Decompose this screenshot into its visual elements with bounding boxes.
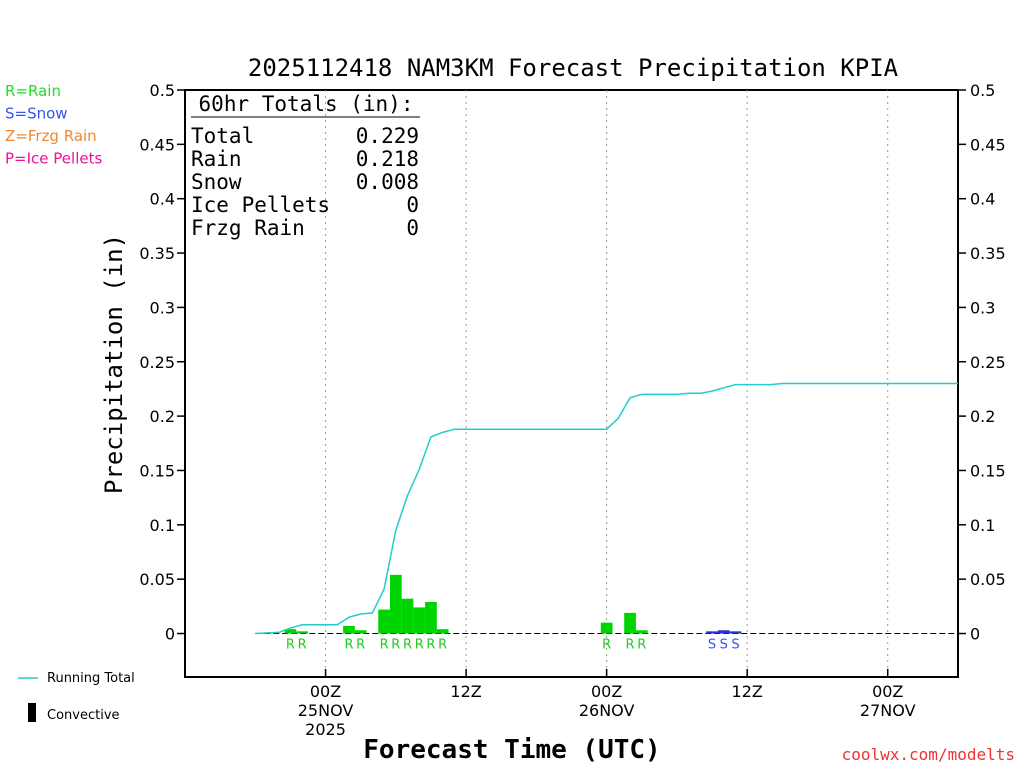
totals-label-3: Ice Pellets: [191, 193, 330, 217]
y-axis-right: 0 0.05 0.1 0.15 0.2 0.25 0.3 0.35 0.4 0.45 0.5: [958, 81, 1006, 644]
x-tick-label-0-2: 2025: [305, 720, 346, 739]
precip-bar-8: [425, 601, 437, 634]
credit-text: coolwx.com/modelts: [842, 745, 1015, 764]
y-tick-label-right-2: 0.1: [970, 516, 995, 535]
precip-bar-9: [436, 629, 449, 634]
totals-label-1: Rain: [191, 147, 242, 171]
y-tick-label-left-1: 0.05: [139, 570, 175, 589]
ptype-label-9: R: [438, 638, 447, 653]
totals-value-0: 0.229: [356, 124, 419, 148]
precip-bar-12: [635, 630, 648, 634]
convective-swatch: [28, 703, 36, 722]
x-tick-label-0-1: 25NOV: [298, 701, 354, 720]
ptype-legend: R=Rain S=Snow Z=Frzg Rain P=Ice Pellets: [5, 82, 102, 168]
ptype-label-8: R: [426, 638, 435, 653]
precip-bar-4: [378, 609, 390, 634]
x-axis-label: Forecast Time (UTC): [363, 735, 660, 765]
ptype-legend-item-3: P=Ice Pellets: [5, 150, 102, 168]
ptype-label-5: R: [391, 638, 400, 653]
ptype-label-6: R: [403, 638, 412, 653]
y-tick-label-left-6: 0.3: [150, 298, 175, 317]
y-tick-label-left-3: 0.15: [139, 461, 175, 480]
y-tick-label-right-5: 0.25: [970, 353, 1006, 372]
y-axis-left: 0 0.05 0.1 0.15 0.2 0.25 0.3 0.35 0.4 0.45 0.5: [139, 81, 185, 644]
precip-bars: [284, 574, 742, 634]
ptype-label-7: R: [415, 638, 424, 653]
totals-value-2: 0.008: [356, 170, 419, 194]
chart-title: 2025112418 NAM3KM Forecast Precipitation…: [248, 54, 899, 82]
y-tick-label-left-0: 0: [165, 625, 175, 644]
x-tick-label-1-0: 12Z: [450, 682, 481, 701]
ptype-label-11: R: [626, 638, 635, 653]
totals-box: 60hr Totals (in): Total 0.229 Rain 0.218 Sno…: [191, 92, 420, 240]
ptype-label-1: R: [298, 638, 307, 653]
y-axis-label: Precipitation (in): [100, 234, 128, 494]
y-tick-label-left-9: 0.45: [139, 135, 175, 154]
y-tick-label-left-7: 0.35: [139, 244, 175, 263]
x-tick-label-0-0: 00Z: [310, 682, 341, 701]
ptype-label-12: R: [637, 638, 646, 653]
totals-label-0: Total: [191, 124, 254, 148]
y-tick-label-right-6: 0.3: [970, 298, 995, 317]
y-tick-label-right-9: 0.45: [970, 135, 1006, 154]
ptype-label-4: R: [380, 638, 389, 653]
bottom-legend: Running Total Convective: [18, 671, 135, 723]
precip-bar-0: [284, 629, 297, 634]
precip-bar-1: [296, 631, 308, 634]
precip-bar-7: [413, 607, 426, 634]
y-tick-label-right-0: 0: [970, 625, 980, 644]
totals-header: 60hr Totals (in):: [199, 92, 414, 116]
y-tick-label-right-8: 0.4: [970, 190, 995, 209]
precip-bar-2: [343, 625, 355, 634]
ptype-legend-item-1: S=Snow: [5, 105, 68, 123]
precip-bar-15: [729, 631, 742, 634]
y-tick-label-left-2: 0.1: [150, 516, 175, 535]
y-tick-label-left-10: 0.5: [150, 81, 175, 100]
ptype-label-13: S: [708, 638, 716, 653]
vertical-gridlines: [325, 90, 889, 677]
y-tick-label-right-7: 0.35: [970, 244, 1006, 263]
y-tick-label-left-4: 0.2: [150, 407, 175, 426]
convective-legend: Convective: [47, 708, 120, 723]
ptype-label-2: R: [344, 638, 353, 653]
running-total-legend: Running Total: [47, 671, 135, 686]
ptype-legend-item-2: Z=Frzg Rain: [5, 127, 97, 145]
ptype-label-10: R: [602, 638, 611, 653]
precip-bar-10: [600, 622, 613, 634]
precip-bar-11: [624, 612, 636, 634]
y-tick-label-right-3: 0.15: [970, 461, 1006, 480]
x-tick-label-2-1: 26NOV: [579, 701, 635, 720]
precip-bar-14: [717, 630, 730, 634]
precip-bar-3: [354, 630, 367, 634]
ptype-label-0: R: [286, 638, 295, 653]
ptype-legend-item-0: R=Rain: [5, 82, 61, 100]
ptype-label-3: R: [356, 638, 365, 653]
x-tick-label-4-0: 00Z: [872, 682, 903, 701]
totals-value-4: 0: [406, 216, 419, 240]
precip-bar-5: [389, 574, 402, 634]
precip-bar-6: [401, 598, 414, 634]
ptype-label-14: S: [720, 638, 728, 653]
ptype-label-15: S: [731, 638, 739, 653]
y-tick-label-right-10: 0.5: [970, 81, 995, 100]
x-tick-label-2-0: 00Z: [591, 682, 622, 701]
x-tick-label-3-0: 12Z: [732, 682, 763, 701]
y-tick-label-right-1: 0.05: [970, 570, 1006, 589]
totals-label-4: Frzg Rain: [191, 216, 305, 240]
y-tick-label-left-8: 0.4: [150, 190, 175, 209]
running-total-line: [255, 382, 958, 635]
y-tick-label-right-4: 0.2: [970, 407, 995, 426]
precip-bar-13: [706, 631, 718, 634]
totals-value-3: 0: [406, 193, 419, 217]
totals-value-1: 0.218: [356, 147, 419, 171]
totals-label-2: Snow: [191, 170, 242, 194]
x-tick-label-4-1: 27NOV: [860, 701, 916, 720]
y-tick-label-left-5: 0.25: [139, 353, 175, 372]
